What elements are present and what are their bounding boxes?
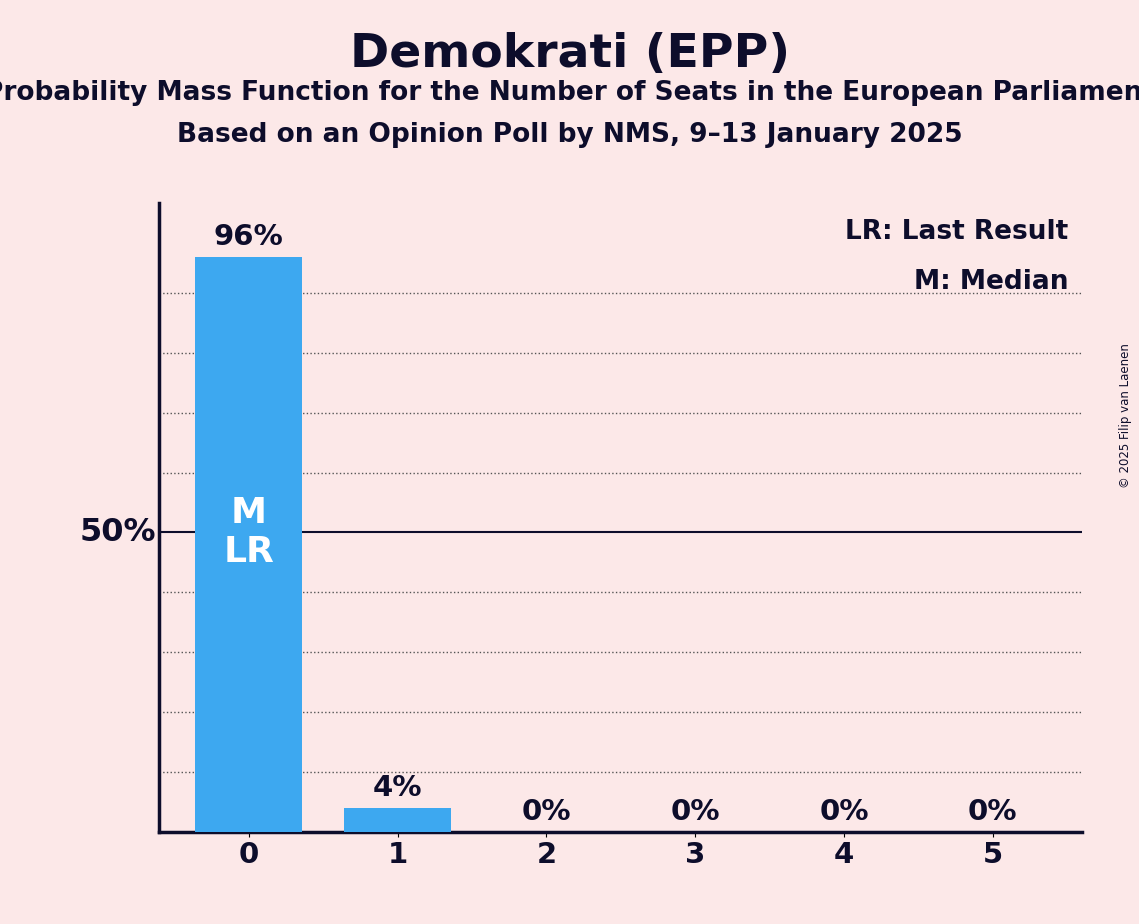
Text: 0%: 0%: [522, 797, 571, 826]
Text: M
LR: M LR: [223, 495, 274, 569]
Text: 50%: 50%: [80, 517, 156, 548]
Text: 0%: 0%: [671, 797, 720, 826]
Text: 0%: 0%: [968, 797, 1017, 826]
Bar: [344, 808, 451, 832]
Text: Demokrati (EPP): Demokrati (EPP): [350, 32, 789, 78]
Bar: [195, 257, 302, 832]
Text: LR: Last Result: LR: Last Result: [845, 219, 1068, 245]
Text: Probability Mass Function for the Number of Seats in the European Parliament: Probability Mass Function for the Number…: [0, 80, 1139, 106]
Text: 96%: 96%: [214, 224, 284, 251]
Text: 4%: 4%: [372, 773, 423, 802]
Text: M: Median: M: Median: [913, 269, 1068, 296]
Text: 0%: 0%: [819, 797, 869, 826]
Text: © 2025 Filip van Laenen: © 2025 Filip van Laenen: [1118, 344, 1132, 488]
Text: Based on an Opinion Poll by NMS, 9–13 January 2025: Based on an Opinion Poll by NMS, 9–13 Ja…: [177, 122, 962, 148]
